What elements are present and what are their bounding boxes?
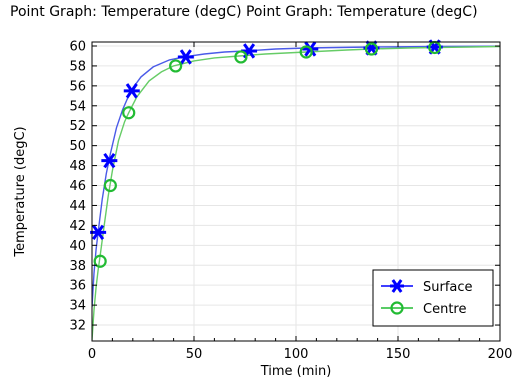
y-tick-label: 60 [69, 39, 86, 54]
legend-label-surface: Surface [423, 280, 473, 295]
x-tick-label: 0 [88, 347, 96, 362]
series-markers [90, 39, 443, 268]
y-tick-label: 48 [69, 159, 86, 174]
legend-box [372, 269, 494, 327]
y-tick-label: 42 [69, 219, 86, 234]
y-tick-label: 58 [69, 59, 86, 74]
y-tick-label: 54 [69, 99, 86, 114]
y-tick-label: 32 [69, 319, 86, 334]
data-point-centre [103, 178, 117, 193]
data-point-centre [364, 42, 379, 56]
data-point-centre [122, 106, 136, 120]
data-point-surface [123, 83, 140, 99]
x-tick-label: 50 [186, 347, 203, 362]
legend-marker-surface [390, 279, 404, 293]
axis-ticks: 0 50 100 150 200 32 34 36 38 40 42 44 46 48 50 52 54 56 58… [69, 39, 512, 362]
data-point-centre [299, 45, 313, 59]
data-point-centre [234, 50, 248, 64]
x-tick-label: 200 [488, 347, 513, 362]
legend: Surface Centre [372, 269, 494, 327]
data-point-surface [101, 152, 118, 169]
data-point-centre [93, 254, 107, 268]
x-tick-label: 150 [386, 347, 411, 362]
y-tick-label: 50 [69, 139, 86, 154]
y-tick-label: 36 [69, 279, 86, 294]
y-tick-label: 46 [69, 179, 86, 194]
y-tick-label: 38 [69, 259, 86, 274]
chart-title: Point Graph: Temperature (degC) Point Gr… [10, 4, 478, 20]
grid [91, 42, 501, 341]
legend-label-centre: Centre [423, 302, 466, 317]
legend-marker-centre [390, 301, 404, 315]
x-tick-label: 100 [284, 347, 309, 362]
y-tick-label: 34 [69, 299, 86, 314]
data-point-surface [177, 49, 194, 65]
data-point-surface [90, 224, 107, 241]
y-axis-label: Temperature (degC) [13, 126, 28, 257]
y-tick-label: 52 [69, 119, 86, 134]
y-tick-label: 56 [69, 79, 86, 94]
y-tick-label: 44 [69, 199, 86, 214]
y-tick-label: 40 [69, 239, 86, 254]
data-point-centre [169, 59, 183, 73]
x-axis-label: Time (min) [260, 364, 332, 379]
